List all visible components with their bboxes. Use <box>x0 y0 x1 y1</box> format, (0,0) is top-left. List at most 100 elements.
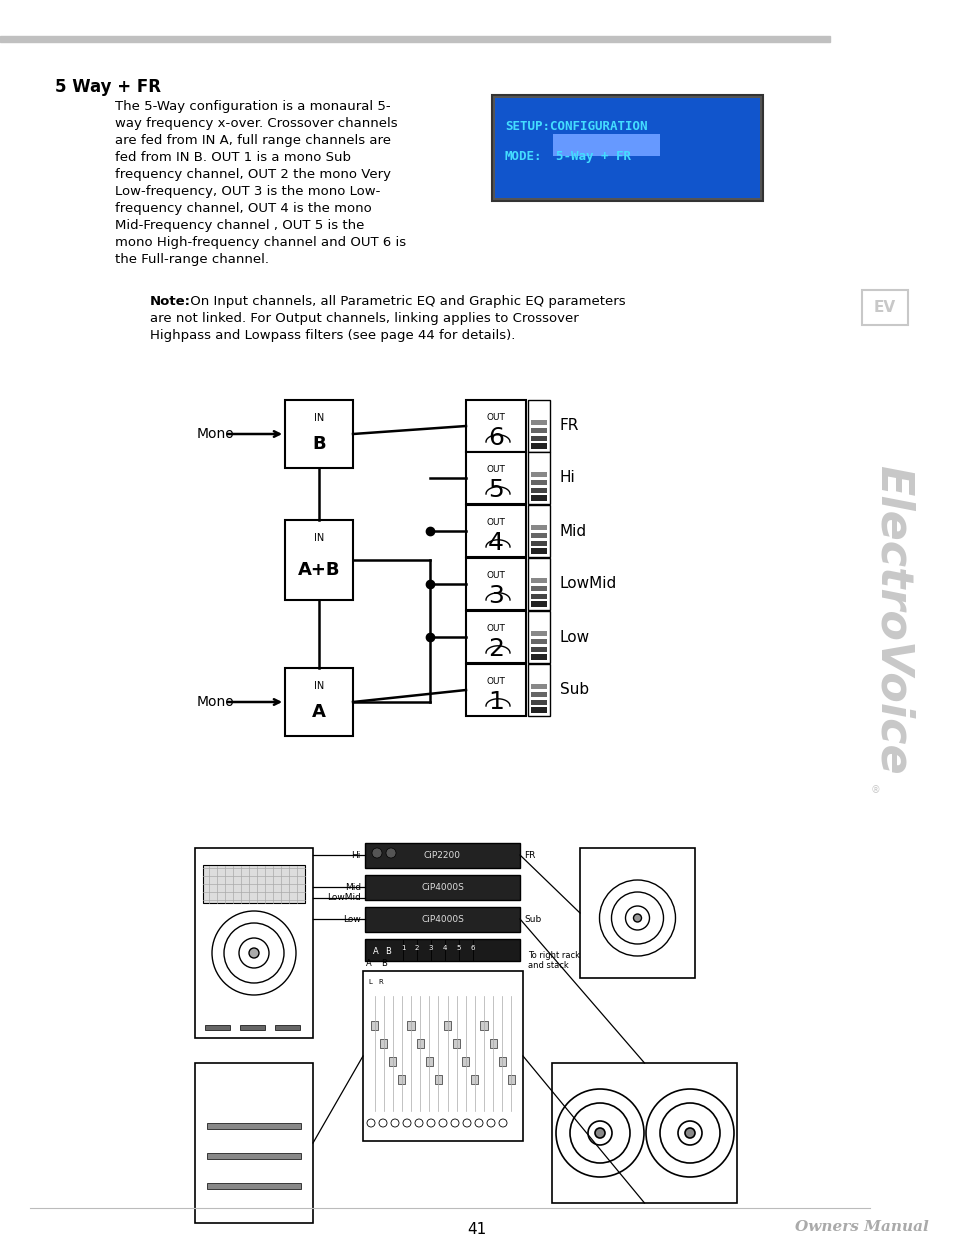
Text: 2: 2 <box>488 637 503 661</box>
Bar <box>205 1025 230 1030</box>
Bar <box>531 692 546 698</box>
Text: OUT: OUT <box>486 517 505 527</box>
Bar <box>425 1057 433 1066</box>
Text: L: L <box>368 979 372 986</box>
Text: 4: 4 <box>488 531 503 555</box>
Bar <box>531 655 546 659</box>
Text: B: B <box>380 960 387 968</box>
Bar <box>579 848 695 978</box>
Bar <box>495 98 760 198</box>
Bar <box>471 1074 478 1084</box>
Text: 41: 41 <box>467 1221 486 1235</box>
Text: A: A <box>373 947 378 956</box>
Text: The 5-Way configuration is a monaural 5-: The 5-Way configuration is a monaural 5- <box>115 100 390 112</box>
Text: Highpass and Lowpass filters (see page 44 for details).: Highpass and Lowpass filters (see page 4… <box>150 329 515 342</box>
Bar <box>365 876 519 900</box>
Bar <box>365 939 519 961</box>
Circle shape <box>386 848 395 858</box>
Text: Low: Low <box>343 914 360 924</box>
Bar <box>407 1021 415 1030</box>
Bar <box>531 420 546 426</box>
Bar <box>531 436 546 441</box>
Bar <box>531 638 546 645</box>
Bar <box>398 1074 405 1084</box>
Bar <box>465 505 525 557</box>
Bar <box>531 427 546 433</box>
Text: mono High-frequency channel and OUT 6 is: mono High-frequency channel and OUT 6 is <box>115 236 406 249</box>
Bar <box>465 400 525 452</box>
Circle shape <box>372 848 381 858</box>
Bar <box>363 971 522 1141</box>
Bar <box>285 668 353 736</box>
Text: Note:: Note: <box>150 295 191 308</box>
Text: 6: 6 <box>488 426 503 450</box>
Text: OUT: OUT <box>486 571 505 580</box>
Text: IN: IN <box>314 680 324 692</box>
Bar <box>527 452 550 504</box>
Text: Low-frequency, OUT 3 is the mono Low-: Low-frequency, OUT 3 is the mono Low- <box>115 185 380 198</box>
Bar <box>531 699 546 705</box>
Text: A: A <box>366 960 372 968</box>
Bar <box>527 611 550 663</box>
Circle shape <box>684 1128 695 1137</box>
Text: 4: 4 <box>442 945 447 951</box>
Text: frequency channel, OUT 4 is the mono: frequency channel, OUT 4 is the mono <box>115 203 372 215</box>
Bar <box>531 472 546 478</box>
Text: 2: 2 <box>415 945 418 951</box>
Bar <box>531 548 546 553</box>
Bar <box>465 452 525 504</box>
Bar <box>465 558 525 610</box>
Text: 5: 5 <box>488 478 503 501</box>
Bar <box>285 400 353 468</box>
Text: Sub: Sub <box>523 914 540 924</box>
Bar <box>531 647 546 652</box>
Text: To right rack
and stack: To right rack and stack <box>527 951 579 971</box>
Bar <box>498 1057 505 1066</box>
Bar <box>552 1063 737 1203</box>
Text: 1: 1 <box>488 690 503 714</box>
Text: MODE:: MODE: <box>504 149 542 163</box>
Text: B: B <box>385 947 391 956</box>
Text: 1: 1 <box>400 945 405 951</box>
Bar <box>531 708 546 713</box>
Text: Mid: Mid <box>559 524 586 538</box>
Bar <box>240 1025 265 1030</box>
Text: 3: 3 <box>488 584 503 608</box>
Text: 3: 3 <box>428 945 433 951</box>
Bar <box>207 1183 301 1189</box>
Text: fed from IN B. OUT 1 is a mono Sub: fed from IN B. OUT 1 is a mono Sub <box>115 151 351 164</box>
Text: OUT: OUT <box>486 677 505 685</box>
Text: frequency channel, OUT 2 the mono Very: frequency channel, OUT 2 the mono Very <box>115 168 391 182</box>
Text: OUT: OUT <box>486 624 505 634</box>
Bar <box>480 1021 487 1030</box>
Bar <box>465 664 525 716</box>
Circle shape <box>595 1128 604 1137</box>
Bar <box>531 585 546 592</box>
Text: CiP2200: CiP2200 <box>423 851 460 860</box>
Bar <box>527 505 550 557</box>
Text: IN: IN <box>314 534 324 543</box>
Bar <box>389 1057 395 1066</box>
Bar <box>531 541 546 546</box>
Bar <box>379 1039 387 1049</box>
Bar <box>194 848 313 1037</box>
Bar <box>507 1074 515 1084</box>
Bar <box>531 631 546 636</box>
Bar <box>435 1074 441 1084</box>
Bar <box>531 443 546 448</box>
Bar <box>527 664 550 716</box>
Bar <box>489 1039 497 1049</box>
Bar <box>531 578 546 583</box>
Text: CiP4000S: CiP4000S <box>420 883 463 892</box>
Text: Low: Low <box>559 630 590 645</box>
Bar <box>194 1063 313 1223</box>
Text: EV: EV <box>873 300 895 315</box>
Circle shape <box>249 948 258 958</box>
Text: Hi: Hi <box>352 851 360 860</box>
Text: FR: FR <box>523 851 535 860</box>
Bar <box>207 1153 301 1158</box>
Text: On Input channels, all Parametric EQ and Graphic EQ parameters: On Input channels, all Parametric EQ and… <box>186 295 625 308</box>
Text: way frequency x-over. Crossover channels: way frequency x-over. Crossover channels <box>115 117 397 130</box>
Text: LowMid: LowMid <box>327 893 360 902</box>
Bar <box>462 1057 469 1066</box>
